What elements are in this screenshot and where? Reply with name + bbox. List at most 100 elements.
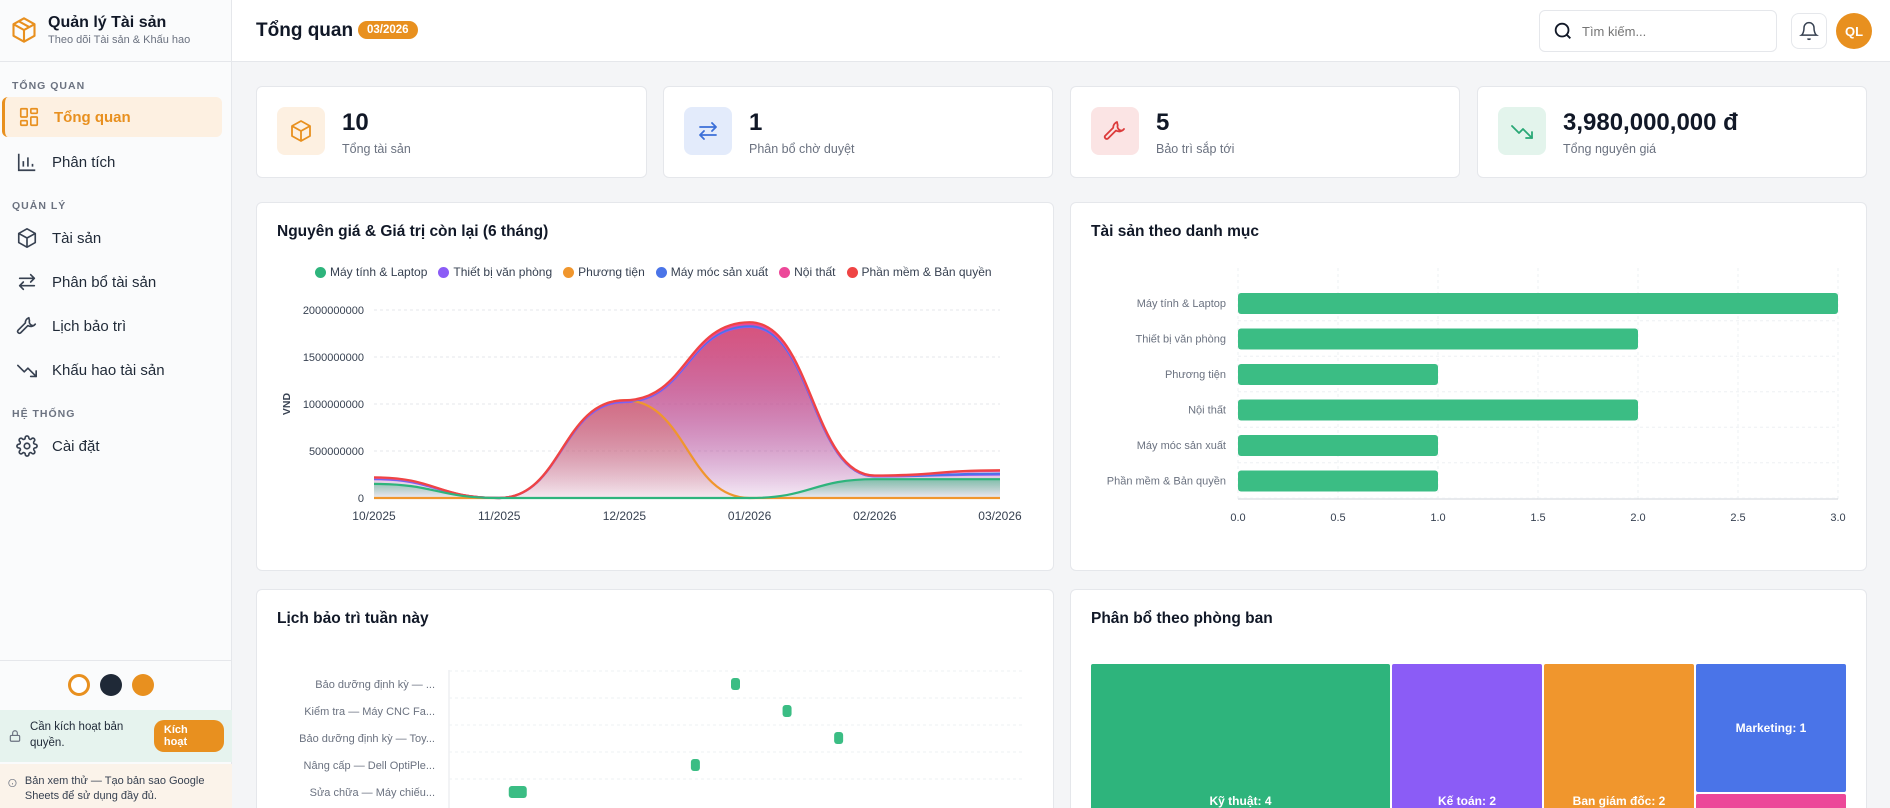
x-tick-label: 11/2025 — [478, 509, 521, 523]
search-input[interactable] — [1582, 23, 1762, 39]
nav-section-system: HỆ THỐNG — [12, 408, 76, 420]
transfer-icon — [18, 273, 36, 291]
legend-item[interactable]: Nội thất — [779, 265, 836, 279]
area-chart: 0 500000000 1000000000 1500000000 2000000000… — [281, 305, 1022, 523]
bar — [1238, 293, 1838, 314]
sidebar-item-allocation[interactable]: Phân bổ tài sản — [2, 262, 222, 302]
stat-icon-wrap — [1091, 107, 1139, 155]
schedule-point — [782, 705, 792, 717]
legend-item[interactable]: Phương tiện — [563, 265, 645, 279]
sidebar-item-label: Tổng quan — [54, 108, 131, 126]
y-tick-label: 2000000000 — [303, 305, 364, 317]
sidebar-item-overview[interactable]: Tổng quan — [2, 97, 222, 137]
area-series-line — [373, 478, 1000, 500]
treemap-cell[interactable]: Kỹ thuật: 4 — [1091, 664, 1390, 808]
trend-down-icon — [17, 364, 37, 378]
stat-card-pending-allocation: 1 Phân bổ chờ duyệt — [663, 86, 1053, 178]
stat-label: Tổng tài sản — [342, 142, 411, 156]
chart-title: Nguyên giá & Giá trị còn lại (6 tháng) — [277, 223, 549, 240]
trial-text: Bản xem thử — Tạo bản sao Google Sheets … — [24, 775, 205, 803]
chart-legend: Máy tính & Laptop Thiết bị văn phòng Phư… — [315, 265, 992, 279]
category-label: Bảo dưỡng định kỳ — Toy... — [299, 733, 435, 745]
activate-button[interactable]: Kích hoạt — [153, 720, 224, 752]
department-allocation-card: Phân bổ theo phòng ban Kỹ thuật: 4 Kế toá… — [1070, 589, 1867, 808]
category-label: Thiết bị văn phòng — [1135, 334, 1226, 346]
stat-icon-wrap — [1498, 107, 1546, 155]
theme-dot-light[interactable] — [68, 674, 90, 696]
stat-label: Bảo trì sắp tới — [1156, 142, 1235, 156]
area-series-fill — [374, 322, 1000, 498]
y-tick-label: 0 — [358, 493, 364, 505]
notification-button[interactable] — [1791, 13, 1827, 49]
bar — [1238, 435, 1438, 456]
wrench-icon — [1103, 121, 1125, 140]
legend-item[interactable]: Thiết bị văn phòng — [438, 265, 552, 279]
box-icon — [12, 17, 36, 43]
category-label: Nâng cấp — Dell OptiPle... — [304, 760, 435, 772]
stat-label: Phân bổ chờ duyệt — [749, 142, 855, 156]
x-tick-label: 3.0 — [1830, 512, 1845, 524]
schedule-chart: Bảo dưỡng định kỳ — ... Kiểm tra — Máy CN… — [299, 670, 1022, 808]
theme-dot-dark[interactable] — [100, 674, 122, 696]
sidebar-item-settings[interactable]: Cài đặt — [2, 426, 222, 466]
treemap-cell[interactable]: Ban giám đốc: 2 — [1544, 664, 1694, 808]
maintenance-schedule-card: Lịch bảo trì tuần này Bảo dưỡng định kỳ … — [256, 589, 1054, 808]
schedule-point — [508, 786, 527, 798]
chart-title: Tài sản theo danh mục — [1091, 223, 1259, 240]
gear-icon — [16, 435, 38, 457]
schedule-point — [690, 759, 700, 771]
stat-label: Tổng nguyên giá — [1563, 142, 1657, 156]
stat-icon-wrap — [684, 107, 732, 155]
sidebar-item-assets[interactable]: Tài sản — [2, 218, 222, 258]
transfer-icon — [699, 122, 717, 140]
x-tick-label: 03/2026 — [978, 509, 1022, 523]
y-tick-label: 1500000000 — [303, 352, 364, 364]
app-name: Quản lý Tài sản — [48, 14, 167, 31]
x-tick-label: 1.0 — [1430, 512, 1445, 524]
license-text: Cần kích hoạt bản quyền. — [29, 721, 124, 749]
category-chart-card: Tài sản theo danh mục 0.0 0.5 1.0 1.5 2.0 2.5… — [1070, 202, 1867, 571]
box-icon — [17, 228, 37, 248]
bar — [1238, 364, 1438, 385]
page-title: Tổng quan — [256, 20, 354, 41]
sidebar-item-analytics[interactable]: Phân tích — [2, 142, 222, 182]
treemap-cell[interactable] — [1696, 794, 1846, 808]
legend-item[interactable]: Máy tính & Laptop — [315, 265, 427, 279]
treemap-cell[interactable]: Marketing: 1 — [1696, 664, 1846, 792]
treemap-label: Ban giám đốc: 2 — [1572, 794, 1666, 808]
treemap-label: Kế toán: 2 — [1437, 794, 1496, 808]
bar — [1238, 328, 1638, 350]
grid-icon — [19, 107, 39, 127]
category-label: Sửa chữa — Máy chiếu... — [310, 787, 435, 799]
theme-switcher — [68, 674, 154, 696]
x-tick-label: 01/2026 — [728, 509, 772, 523]
legend-item[interactable]: Máy móc sản xuất — [655, 265, 768, 279]
sidebar-header — [0, 0, 232, 62]
brand[interactable]: Quản lý Tài sản Theo dõi Tài sản & Khấu … — [10, 14, 190, 46]
stat-card-total-assets: 10 Tổng tài sản — [256, 86, 647, 178]
x-tick-label: 2.5 — [1730, 512, 1745, 524]
sidebar-item-maintenance[interactable]: Lịch bảo trì — [2, 306, 222, 346]
treemap-cell[interactable]: Kế toán: 2 — [1392, 664, 1542, 808]
sidebar-item-label: Lịch bảo trì — [52, 317, 127, 335]
chart-icon — [17, 153, 36, 172]
divider — [0, 660, 232, 661]
period-badge: 03/2026 — [358, 21, 418, 39]
legend-item[interactable]: Phần mềm & Bản quyền — [846, 265, 992, 279]
cost-value-chart-card: Nguyên giá & Giá trị còn lại (6 tháng) M… — [256, 202, 1054, 571]
x-tick-label: 2.0 — [1630, 512, 1645, 524]
search-icon — [1554, 22, 1571, 39]
nav-section-manage: QUẢN LÝ — [12, 200, 67, 212]
y-tick-label: 1000000000 — [303, 399, 364, 411]
schedule-point — [731, 678, 740, 690]
search-box[interactable] — [1539, 10, 1777, 52]
info-icon — [8, 778, 17, 788]
stat-value: 5 — [1156, 109, 1170, 136]
treemap-label: Kỹ thuật: 4 — [1209, 794, 1272, 808]
category-label: Kiểm tra — Máy CNC Fa... — [304, 706, 435, 718]
stat-icon-wrap — [277, 107, 325, 155]
avatar[interactable]: QL — [1836, 13, 1872, 49]
license-banner: Cần kích hoạt bản quyền. Kích hoạt — [0, 710, 232, 762]
sidebar-item-depreciation[interactable]: Khấu hao tài sản — [2, 350, 222, 390]
theme-dot-orange[interactable] — [132, 674, 154, 696]
